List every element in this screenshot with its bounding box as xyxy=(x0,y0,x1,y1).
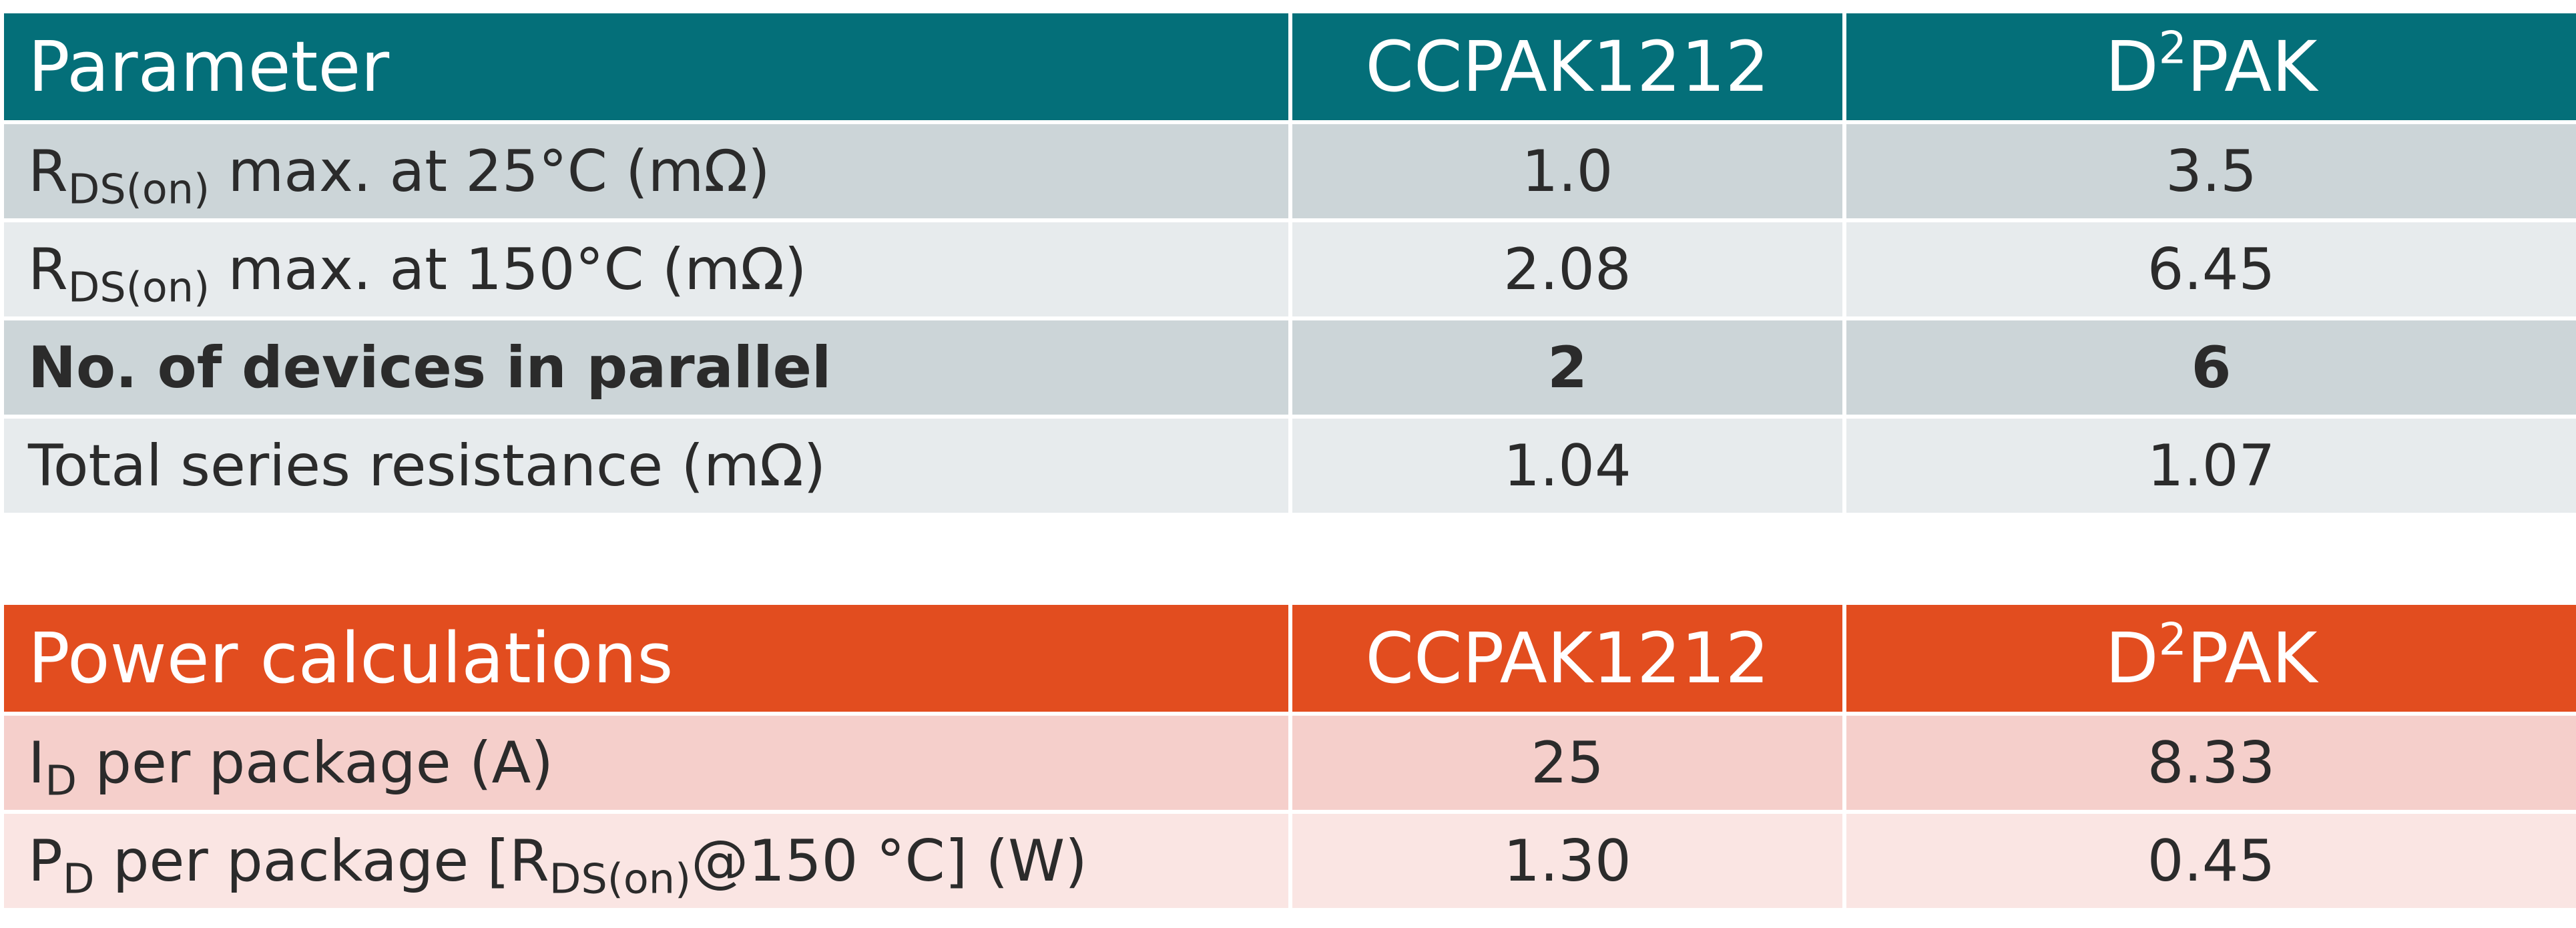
label-sub: DS(on) xyxy=(67,165,210,214)
row-label-pd-per-package: PD per package [RDS(on)@150 °C] (W) xyxy=(0,810,1292,912)
header-d2pak: D2PAK xyxy=(1842,9,2576,124)
label-rest: per package (A) xyxy=(77,729,553,796)
header-d2pak-sup: 2 xyxy=(2158,21,2187,74)
header-d2pak: D2PAK xyxy=(1842,601,2576,716)
cell-ccpak: 1.04 xyxy=(1288,415,1846,517)
header-d2pak-rest: PAK xyxy=(2187,618,2318,699)
label-rest-2: @150 °C] (W) xyxy=(691,827,1087,895)
cell-ccpak: 2 xyxy=(1288,316,1846,419)
label-rest: per package [R xyxy=(94,827,549,895)
table-row: PD per package [RDS(on)@150 °C] (W) 1.30… xyxy=(0,810,2576,912)
header-parameter: Parameter xyxy=(0,9,1292,124)
parameters-table: Parameter CCPAK1212 D2PAK RDS(on) max. a… xyxy=(0,9,2576,517)
cell-d2pak: 3.5 xyxy=(1842,120,2576,222)
table-row: RDS(on) max. at 150°C (mΩ) 2.08 6.45 xyxy=(0,218,2576,320)
header-d2pak-base: D xyxy=(2105,26,2159,107)
label-main: I xyxy=(28,729,45,796)
header-d2pak-base: D xyxy=(2105,618,2159,699)
label-sub: DS(on) xyxy=(67,263,210,312)
label-main: R xyxy=(28,236,68,303)
row-label-rdson-150: RDS(on) max. at 150°C (mΩ) xyxy=(0,218,1292,320)
power-calculations-table: Power calculations CCPAK1212 D2PAK ID pe… xyxy=(0,601,2576,912)
label-sub-2: DS(on) xyxy=(549,855,692,903)
label-main: R xyxy=(28,138,68,205)
table-row: No. of devices in parallel 2 6 xyxy=(0,316,2576,419)
label-sub: D xyxy=(62,855,95,903)
cell-ccpak: 1.0 xyxy=(1288,120,1846,222)
table-row: Total series resistance (mΩ) 1.04 1.07 xyxy=(0,415,2576,517)
cell-d2pak: 6.45 xyxy=(1842,218,2576,320)
header-ccpak1212: CCPAK1212 xyxy=(1288,601,1846,716)
cell-d2pak: 8.33 xyxy=(1842,712,2576,814)
header-d2pak-rest: PAK xyxy=(2187,26,2318,107)
header-d2pak-sup: 2 xyxy=(2158,613,2187,666)
header-power-calculations: Power calculations xyxy=(0,601,1292,716)
power-header-row: Power calculations CCPAK1212 D2PAK xyxy=(0,601,2576,716)
label-rest: max. at 25°C (mΩ) xyxy=(210,138,770,205)
label-main: P xyxy=(28,827,63,895)
row-label-devices-parallel: No. of devices in parallel xyxy=(0,316,1292,419)
row-label-rdson-25: RDS(on) max. at 25°C (mΩ) xyxy=(0,120,1292,222)
cell-d2pak: 6 xyxy=(1842,316,2576,419)
cell-ccpak: 1.30 xyxy=(1288,810,1846,912)
label-rest: max. at 150°C (mΩ) xyxy=(210,236,807,303)
row-label-id-per-package: ID per package (A) xyxy=(0,712,1292,814)
table-row: ID per package (A) 25 8.33 xyxy=(0,712,2576,814)
cell-ccpak: 25 xyxy=(1288,712,1846,814)
table-row: RDS(on) max. at 25°C (mΩ) 1.0 3.5 xyxy=(0,120,2576,222)
cell-d2pak: 1.07 xyxy=(1842,415,2576,517)
label-sub: D xyxy=(45,756,77,805)
row-label-total-resistance: Total series resistance (mΩ) xyxy=(0,415,1292,517)
cell-d2pak: 0.45 xyxy=(1842,810,2576,912)
header-ccpak1212: CCPAK1212 xyxy=(1288,9,1846,124)
cell-ccpak: 2.08 xyxy=(1288,218,1846,320)
parameters-header-row: Parameter CCPAK1212 D2PAK xyxy=(0,9,2576,124)
